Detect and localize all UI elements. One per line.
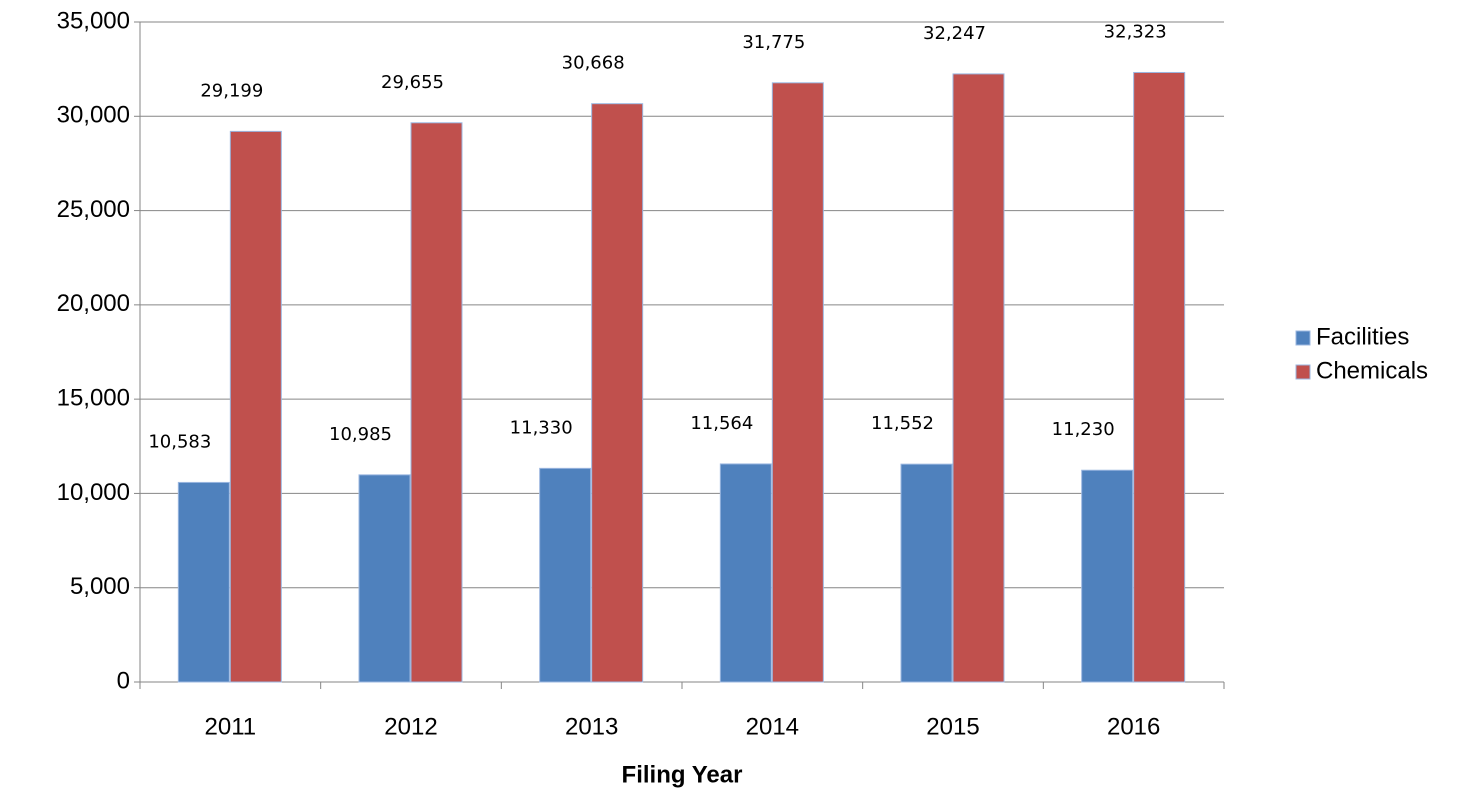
y-tick-label: 20,000 (57, 290, 130, 317)
data-label: 29,199 (200, 80, 263, 101)
data-label: 11,230 (1052, 419, 1115, 440)
bar (719, 463, 772, 683)
y-tick-label: 30,000 (57, 102, 130, 129)
data-label: 31,775 (742, 32, 805, 53)
data-label: 32,323 (1104, 21, 1167, 42)
bar (900, 463, 953, 683)
x-tick-label: 2015 (926, 713, 979, 740)
y-tick-label: 5,000 (70, 573, 130, 600)
y-tick-label: 15,000 (57, 384, 130, 411)
legend-label: Facilities (1316, 323, 1409, 350)
data-label: 30,668 (562, 53, 625, 74)
bar (229, 130, 282, 683)
x-tick-label: 2013 (565, 713, 618, 740)
bar (1081, 469, 1134, 683)
y-tick-label: 0 (117, 667, 130, 694)
x-tick-label: 2012 (384, 713, 437, 740)
data-label: 11,564 (690, 413, 753, 434)
x-tick-label: 2011 (205, 713, 257, 740)
y-tick-label: 25,000 (57, 196, 130, 223)
bar (1133, 71, 1186, 683)
bar (410, 122, 463, 683)
data-label: 32,247 (923, 23, 986, 44)
bar (771, 82, 824, 683)
x-tick-label: 2014 (746, 713, 799, 740)
bar (177, 481, 230, 683)
x-tick-label: 2016 (1107, 713, 1160, 740)
data-label: 11,552 (871, 413, 934, 434)
y-tick-label: 35,000 (57, 7, 130, 34)
data-label: 11,330 (510, 417, 573, 438)
legend-swatch (1295, 330, 1311, 346)
data-label: 29,655 (381, 72, 444, 93)
bar (952, 73, 1005, 683)
legend-swatch (1295, 364, 1311, 380)
y-tick-label: 10,000 (57, 479, 130, 506)
data-label: 10,985 (329, 424, 392, 445)
bar (539, 467, 592, 683)
data-label: 10,583 (148, 431, 211, 452)
x-axis-title: Filing Year (622, 761, 743, 788)
bar (358, 474, 411, 683)
legend-label: Chemicals (1316, 357, 1428, 384)
bar (591, 103, 644, 683)
